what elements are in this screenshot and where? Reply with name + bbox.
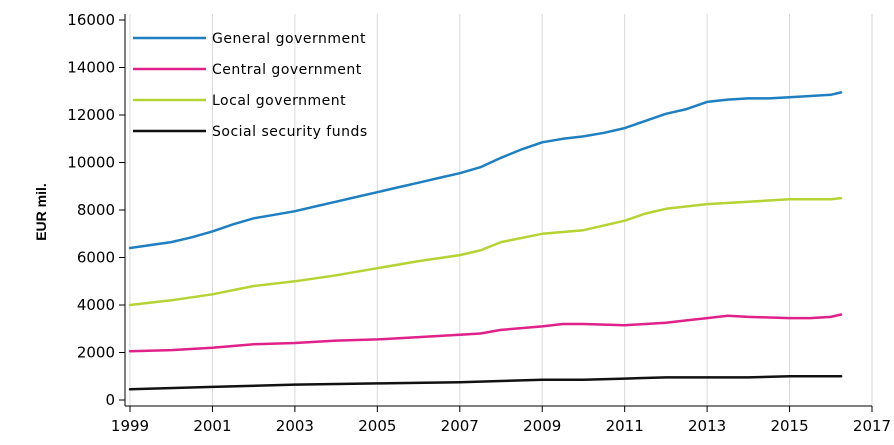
x-tick-label: 2013 bbox=[688, 417, 726, 435]
y-tick-label: 6000 bbox=[77, 249, 115, 267]
series-line-general-government bbox=[128, 91, 843, 250]
y-axis-title: EUR mil. bbox=[33, 183, 49, 241]
y-tick-label: 12000 bbox=[67, 106, 115, 124]
x-tick-label: 2005 bbox=[358, 417, 396, 435]
x-tick-label: 2015 bbox=[770, 417, 808, 435]
plot-series bbox=[128, 91, 843, 391]
x-tick-label: 2011 bbox=[606, 417, 644, 435]
series-line-social-security-funds bbox=[128, 375, 843, 391]
legend-label-central-government: Central government bbox=[212, 62, 362, 78]
legend-label-local-government: Local government bbox=[212, 93, 346, 109]
grid-lines bbox=[129, 14, 873, 406]
legend-label-social-security-funds: Social security funds bbox=[212, 124, 368, 140]
y-tick-label: 2000 bbox=[77, 344, 115, 362]
series-line-central-government bbox=[128, 313, 843, 353]
x-tick-label: 2007 bbox=[441, 417, 479, 435]
x-tick-label: 1999 bbox=[111, 417, 149, 435]
x-tick-label: 2001 bbox=[193, 417, 231, 435]
series-line-local-government bbox=[128, 196, 843, 307]
y-tick-label: 10000 bbox=[67, 154, 115, 172]
x-tick-label: 2003 bbox=[276, 417, 314, 435]
legend-label-general-government: General government bbox=[212, 31, 366, 47]
x-axis: 1999 2001 2003 2005 2007 2009 2011 2013 2015 2017 bbox=[111, 405, 891, 435]
y-tick-label: 16000 bbox=[67, 11, 115, 29]
y-tick-label: 4000 bbox=[77, 296, 115, 314]
y-tick-label: 8000 bbox=[77, 201, 115, 219]
y-axis: 0 2000 4000 6000 8000 10000 12000 14000 16000 bbox=[67, 11, 126, 409]
x-tick-label: 2009 bbox=[523, 417, 561, 435]
y-tick-label: 0 bbox=[105, 391, 115, 409]
legend: General government Central government Loca… bbox=[133, 31, 368, 140]
x-tick-label: 2017 bbox=[853, 417, 891, 435]
y-tick-label: 14000 bbox=[67, 59, 115, 77]
